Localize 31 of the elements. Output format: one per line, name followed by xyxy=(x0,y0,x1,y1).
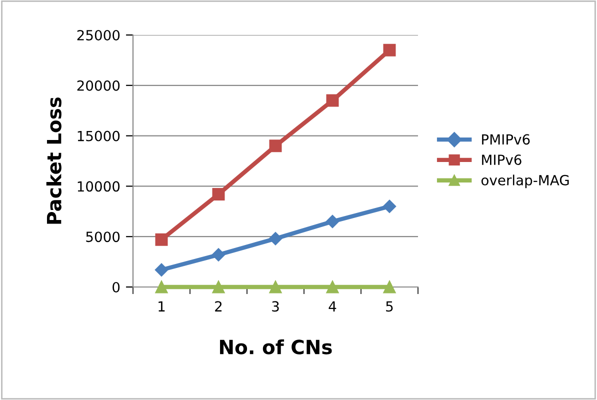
y-tick-label: 20000 xyxy=(77,80,120,91)
point xyxy=(155,233,168,246)
point xyxy=(269,280,282,294)
x-tick-label: 2 xyxy=(215,301,222,312)
y-tick-label: 5000 xyxy=(86,232,120,242)
x-axis-title: No. of CNs xyxy=(220,339,332,354)
y-tick-label: 15000 xyxy=(78,130,120,142)
point xyxy=(269,140,282,152)
point xyxy=(326,280,339,294)
point xyxy=(212,280,225,294)
x-tick-label: 5 xyxy=(386,301,393,312)
y-tick-label: 25000 xyxy=(77,30,120,40)
y-tick-label: 0 xyxy=(112,282,120,292)
point xyxy=(154,263,168,276)
point xyxy=(326,214,340,228)
point xyxy=(268,232,282,246)
point xyxy=(383,280,396,294)
y-axis-title: Packet Loss xyxy=(46,97,62,224)
legend-label: PMIPv6 xyxy=(482,134,530,145)
point xyxy=(326,94,339,107)
y-tick-label: 10000 xyxy=(78,181,120,192)
x-tick-label: 4 xyxy=(328,301,336,312)
legend-label: MIPv6 xyxy=(482,154,522,166)
point xyxy=(212,188,225,201)
x-tick-label: 1 xyxy=(158,301,165,312)
point xyxy=(212,248,226,262)
point xyxy=(155,280,168,294)
point xyxy=(383,44,396,56)
legend-label: overlap-MAG xyxy=(481,174,569,188)
point xyxy=(382,200,396,213)
x-tick-label: 3 xyxy=(272,301,279,312)
